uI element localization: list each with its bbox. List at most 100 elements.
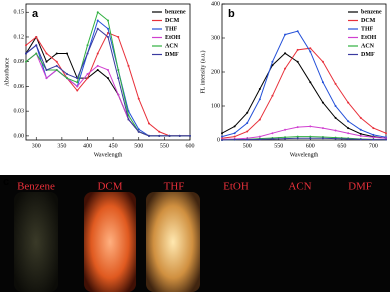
point [258,118,261,121]
y-tick-label: 0.00 [14,133,25,139]
point [178,134,181,137]
point [334,129,337,132]
point [258,88,261,90]
point [107,68,109,71]
panel-label: b [228,8,235,20]
point [359,128,362,131]
point [55,52,58,55]
point [66,52,68,55]
point [296,48,299,51]
point [309,50,312,53]
legend-label: ACN [165,43,179,49]
point [246,130,249,133]
point [233,135,236,138]
y-tick-label: 400 [211,1,220,7]
point [246,138,249,141]
x-tick-label: 600 [306,143,315,149]
point [347,127,350,130]
point [359,132,362,135]
point [296,135,299,138]
point [107,35,109,38]
point [347,120,350,123]
point [309,125,312,128]
point [96,52,99,55]
x-axis-label: Wavelength [290,152,319,158]
vial-label: ACN [288,181,311,193]
point [55,60,58,63]
point [45,52,48,55]
point [271,132,274,135]
point [372,127,375,130]
point [347,137,350,140]
point [284,137,287,140]
point [334,116,337,119]
point [107,27,109,30]
x-tick-label: 550 [274,143,283,149]
y-tick-label: 0.06 [14,84,25,90]
point [158,130,161,133]
point [45,60,48,63]
point [385,132,387,135]
point [359,138,362,141]
x-tick-label: 500 [243,143,252,149]
point [76,81,79,84]
point [309,137,312,140]
point [148,134,150,137]
point [321,101,324,104]
y-tick-label: 300 [211,35,220,41]
y-tick-label: 0.03 [14,109,25,115]
point [321,137,324,140]
vial-label: Benzene [17,181,55,193]
y-tick-label: 0.15 [14,10,25,16]
vial [146,192,200,292]
point [309,47,312,50]
x-tick-label: 400 [83,143,92,149]
point [107,77,109,80]
legend-label: ACN [361,43,375,49]
legend-label: DMF [361,52,375,58]
plot-frame [25,3,191,141]
x-tick-label: 550 [160,143,169,149]
series-line [221,125,387,140]
y-axis-label: Absorbance [4,57,10,86]
point [372,138,375,141]
point [96,27,99,30]
legend-label: DCM [361,18,376,24]
legend-label: THF [165,26,178,32]
point [76,85,79,88]
vial-label: DMF [348,181,372,193]
x-tick-label: 600 [186,143,195,149]
point [296,60,299,63]
vial-label: EtOH [223,181,249,193]
point [321,60,324,63]
point [221,139,223,141]
point [137,130,140,133]
point [35,52,38,55]
point [233,138,236,141]
point [168,134,171,137]
legend-label: EtOH [165,35,181,41]
point [359,116,362,119]
point [334,105,337,107]
point [76,89,79,92]
point [96,68,99,71]
point [117,35,120,38]
point [107,19,109,22]
series-line [25,52,190,137]
x-tick-label: 350 [57,143,66,149]
point [96,11,99,14]
point [117,77,120,80]
point [233,125,236,128]
point [25,52,27,55]
x-tick-label: 300 [32,143,41,149]
point [385,138,387,141]
point [271,94,274,97]
y-tick-label: 200 [211,69,220,75]
legend-label: THF [361,26,374,32]
point [158,134,161,137]
point [96,64,99,67]
panel-label: a [32,8,39,20]
point [55,64,58,67]
point [321,81,324,84]
point [347,132,350,135]
